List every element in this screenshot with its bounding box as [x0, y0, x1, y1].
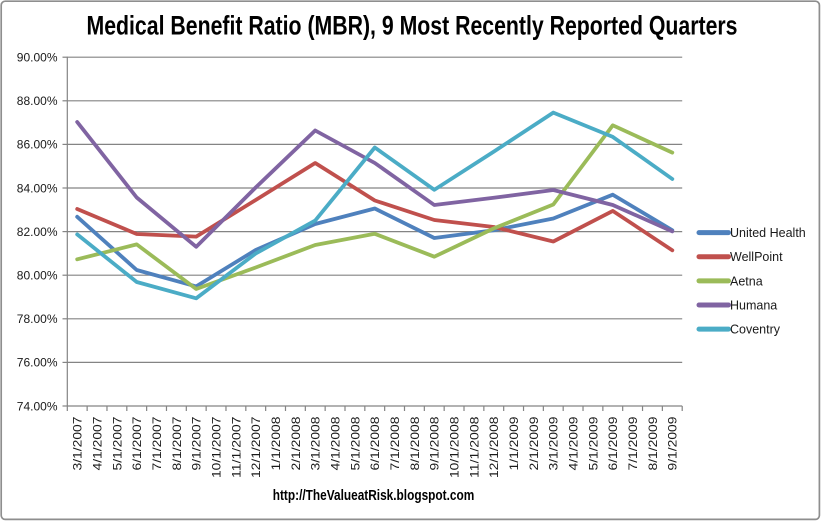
- svg-text:88.00%: 88.00%: [17, 94, 58, 108]
- svg-text:5/1/2009: 5/1/2009: [586, 416, 600, 470]
- svg-text:4/1/2008: 4/1/2008: [328, 416, 342, 470]
- svg-text:Humana: Humana: [730, 298, 777, 312]
- svg-text:6/1/2009: 6/1/2009: [606, 416, 620, 470]
- svg-text:6/1/2008: 6/1/2008: [368, 416, 382, 470]
- svg-text:2/1/2009: 2/1/2009: [527, 416, 541, 470]
- svg-text:84.00%: 84.00%: [17, 181, 58, 195]
- svg-text:86.00%: 86.00%: [17, 138, 58, 152]
- svg-text:74.00%: 74.00%: [17, 399, 58, 413]
- svg-text:10/1/2008: 10/1/2008: [447, 416, 461, 478]
- svg-text:9/1/2009: 9/1/2009: [666, 416, 680, 470]
- svg-text:Coventry: Coventry: [730, 323, 781, 337]
- svg-text:7/1/2008: 7/1/2008: [388, 416, 402, 470]
- svg-text:9/1/2008: 9/1/2008: [428, 416, 442, 470]
- svg-text:10/1/2007: 10/1/2007: [209, 416, 223, 478]
- svg-text:WellPoint: WellPoint: [730, 250, 783, 264]
- svg-text:8/1/2009: 8/1/2009: [646, 416, 660, 470]
- svg-text:90.00%: 90.00%: [17, 51, 58, 65]
- svg-text:3/1/2007: 3/1/2007: [71, 416, 85, 470]
- svg-text:2/1/2008: 2/1/2008: [289, 416, 303, 470]
- svg-text:3/1/2009: 3/1/2009: [547, 416, 561, 470]
- svg-text:7/1/2009: 7/1/2009: [626, 416, 640, 470]
- svg-text:76.00%: 76.00%: [17, 356, 58, 370]
- svg-text:1/1/2008: 1/1/2008: [269, 416, 283, 470]
- svg-text:4/1/2009: 4/1/2009: [567, 416, 581, 470]
- svg-text:12/1/2008: 12/1/2008: [487, 416, 501, 478]
- svg-text:8/1/2007: 8/1/2007: [170, 416, 184, 470]
- svg-text:12/1/2007: 12/1/2007: [249, 416, 263, 478]
- svg-text:4/1/2007: 4/1/2007: [90, 416, 104, 470]
- svg-text:11/1/2008: 11/1/2008: [467, 416, 481, 478]
- svg-text:3/1/2008: 3/1/2008: [309, 416, 323, 470]
- svg-text:http://TheValueatRisk.blogspot: http://TheValueatRisk.blogspot.com: [273, 487, 475, 504]
- svg-text:5/1/2007: 5/1/2007: [110, 416, 124, 470]
- svg-text:7/1/2007: 7/1/2007: [150, 416, 164, 470]
- svg-text:6/1/2007: 6/1/2007: [130, 416, 144, 470]
- svg-text:8/1/2008: 8/1/2008: [408, 416, 422, 470]
- svg-text:11/1/2007: 11/1/2007: [229, 416, 243, 478]
- svg-text:United Health: United Health: [730, 226, 806, 240]
- svg-text:5/1/2008: 5/1/2008: [348, 416, 362, 470]
- svg-text:1/1/2009: 1/1/2009: [507, 416, 521, 470]
- svg-text:78.00%: 78.00%: [17, 312, 58, 326]
- svg-text:82.00%: 82.00%: [17, 225, 58, 239]
- svg-text:9/1/2007: 9/1/2007: [190, 416, 204, 470]
- svg-text:80.00%: 80.00%: [17, 269, 58, 283]
- svg-text:Aetna: Aetna: [730, 274, 763, 288]
- svg-text:Medical Benefit Ratio (MBR), 9: Medical Benefit Ratio (MBR), 9 Most Rece…: [87, 11, 738, 41]
